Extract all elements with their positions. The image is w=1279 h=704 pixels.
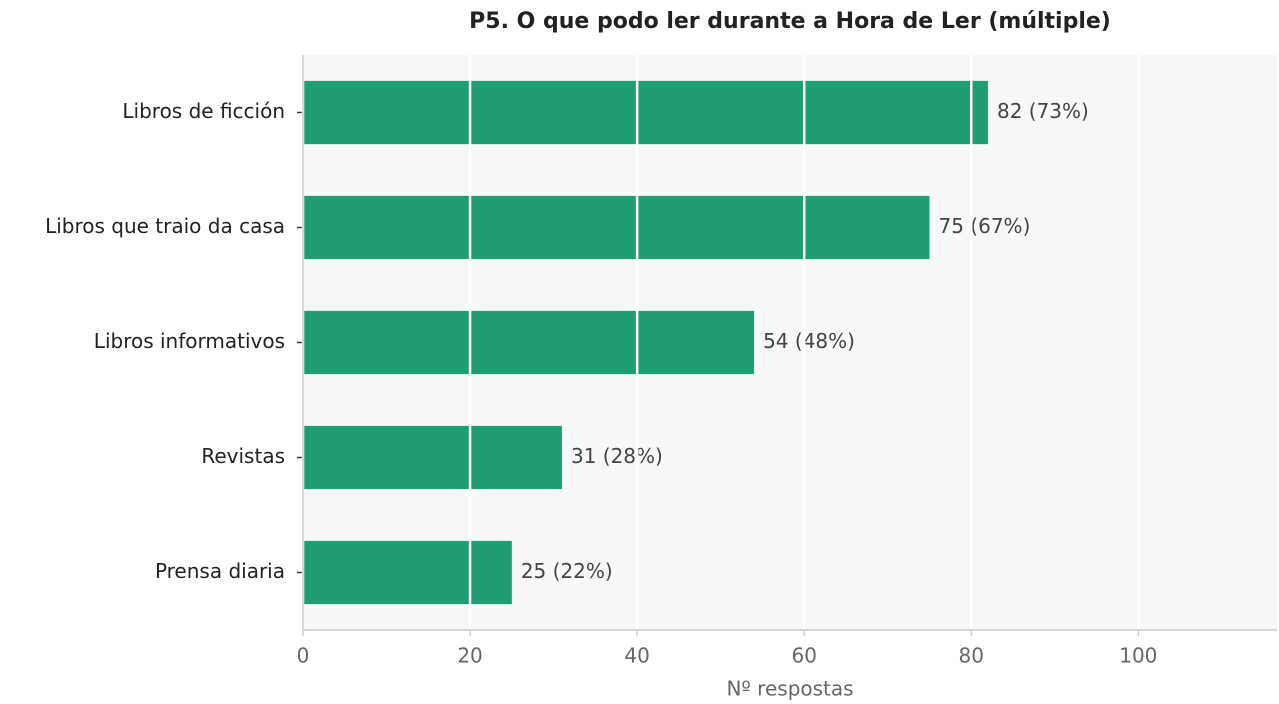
y-tick-label: Libros que traio da casa: [45, 214, 285, 238]
chart-title: P5. O que podo ler durante a Hora de Ler…: [469, 9, 1111, 34]
bar: [303, 425, 562, 490]
x-tick-label: 0: [297, 644, 310, 668]
x-tick-label: 80: [959, 644, 984, 668]
bar: [303, 540, 512, 605]
data-label: 82 (73%): [997, 99, 1089, 123]
bar: [303, 80, 988, 145]
x-tick-label: 40: [624, 644, 649, 668]
x-tick-label: 60: [791, 644, 816, 668]
bar: [303, 195, 930, 260]
y-tick-label: Libros de ficción: [122, 99, 285, 123]
y-tick-label: Libros informativos: [94, 329, 285, 353]
bar: [303, 310, 755, 375]
y-tick-label: Revistas: [201, 444, 285, 468]
data-label: 25 (22%): [521, 559, 613, 583]
data-label: 54 (48%): [763, 329, 855, 353]
x-tick-label: 100: [1119, 644, 1157, 668]
y-tick-label: Prensa diaria: [155, 559, 285, 583]
data-label: 31 (28%): [571, 444, 663, 468]
x-tick-label: 20: [457, 644, 482, 668]
x-axis-label: Nº respostas: [726, 677, 853, 701]
data-label: 75 (67%): [939, 214, 1031, 238]
